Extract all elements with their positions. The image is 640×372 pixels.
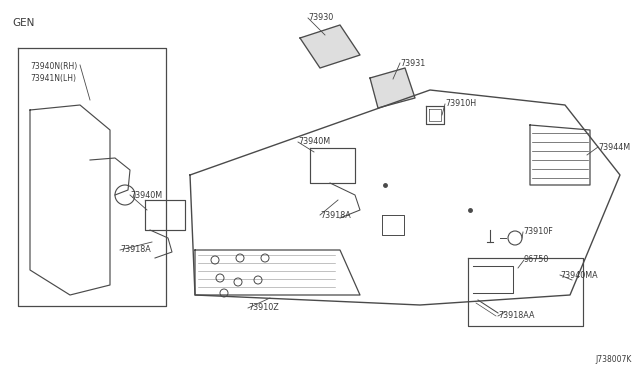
Text: GEN: GEN (12, 18, 35, 28)
Text: 96750: 96750 (524, 256, 549, 264)
Text: 73931: 73931 (400, 58, 425, 67)
Text: 73910Z: 73910Z (248, 304, 279, 312)
Text: 73941N(LH): 73941N(LH) (30, 74, 76, 83)
Text: 73940M: 73940M (298, 138, 330, 147)
Text: 73918A: 73918A (320, 211, 351, 219)
Text: J738007K: J738007K (596, 355, 632, 364)
Text: 73940MA: 73940MA (560, 270, 598, 279)
Text: 73918AA: 73918AA (498, 311, 534, 321)
Polygon shape (370, 68, 415, 108)
Text: 73930: 73930 (308, 13, 333, 22)
Polygon shape (300, 25, 360, 68)
Text: 73910F: 73910F (523, 228, 553, 237)
Text: 73944M: 73944M (598, 142, 630, 151)
Text: 73910H: 73910H (445, 99, 476, 109)
Text: 73940N(RH): 73940N(RH) (30, 62, 77, 71)
Text: 73940M: 73940M (130, 190, 162, 199)
Text: 73918A: 73918A (120, 246, 151, 254)
